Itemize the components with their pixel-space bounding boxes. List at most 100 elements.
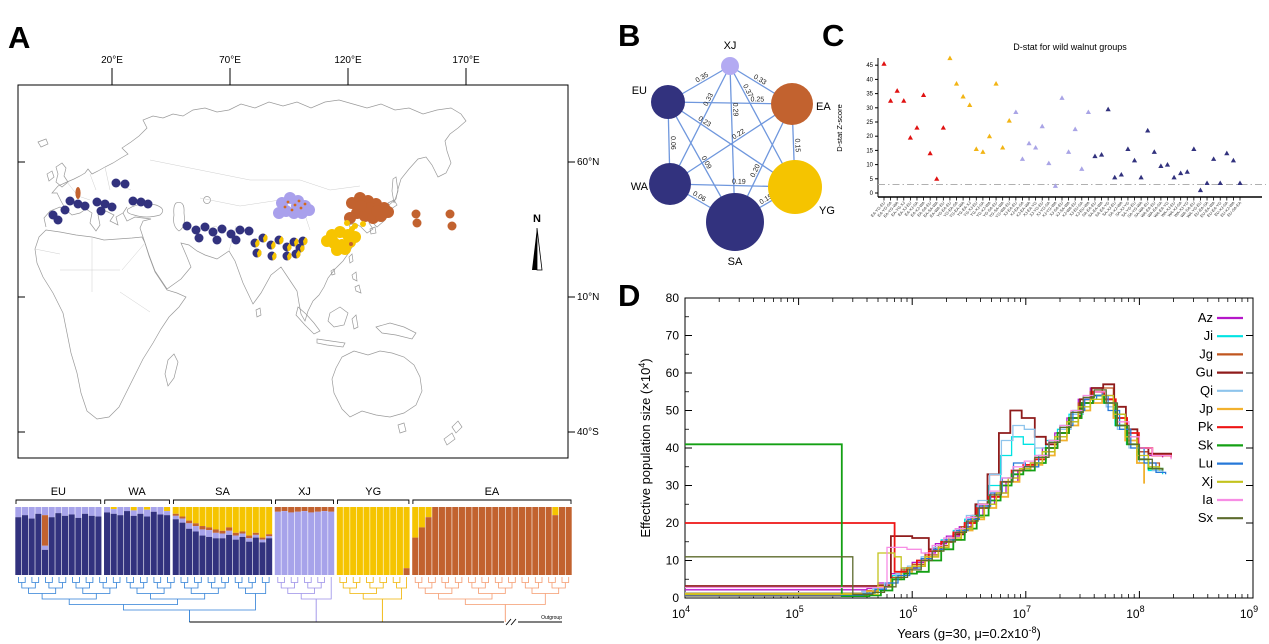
structure-bar-segment <box>226 530 233 535</box>
map-site <box>136 197 146 207</box>
tree-branch <box>150 593 206 600</box>
dstat-point <box>1019 156 1026 161</box>
structure-bar-segment <box>21 515 29 575</box>
map-site <box>447 221 457 231</box>
group-bracket <box>412 499 572 504</box>
country-border <box>121 242 146 271</box>
structure-bar-segment <box>130 510 137 516</box>
tree-branch <box>524 582 539 589</box>
coastline <box>327 306 349 328</box>
map-site <box>208 227 218 237</box>
tree-branch <box>45 577 53 583</box>
coastline <box>164 353 179 387</box>
structure-bar-segment <box>418 527 425 575</box>
branch-break-icon <box>510 618 517 626</box>
structure-bar-segment <box>212 532 219 539</box>
map-site <box>286 200 290 204</box>
panel-b-label: B <box>618 18 641 53</box>
tree-branch <box>72 577 80 583</box>
structure-bar-segment <box>21 507 29 516</box>
psmc-y-tick-label: 30 <box>666 479 680 493</box>
map-longitude-label: 120°E <box>334 55 362 66</box>
structure-bar-segment <box>308 507 315 513</box>
dstat-point <box>1065 149 1072 154</box>
structure-bar-segment <box>565 507 572 575</box>
structure-bar-segment <box>558 507 566 575</box>
map-frame <box>17 84 569 459</box>
dstat-point <box>1033 144 1039 150</box>
structure-bar-segment <box>130 515 137 575</box>
map-site <box>111 178 121 188</box>
dstat-point <box>1026 140 1032 146</box>
network-node-label: EA <box>816 101 831 113</box>
structure-bar-segment <box>172 513 179 516</box>
map-site-wedge <box>287 243 292 252</box>
structure-bar-segment <box>266 538 273 575</box>
structure-bar-segment <box>35 513 42 575</box>
structure-bar-segment <box>239 531 246 534</box>
tree-branch <box>207 577 216 583</box>
structure-bar-segment <box>82 513 89 575</box>
structure-bar-segment <box>172 519 179 575</box>
dstat-y-tick-label: 0 <box>870 191 874 197</box>
structure-bar-segment <box>88 515 95 575</box>
structure-bar-segment <box>294 511 301 575</box>
tree-branch <box>438 593 493 600</box>
tree-branch <box>339 577 347 583</box>
dstat-point <box>1191 146 1197 151</box>
dstat-point <box>1052 183 1059 188</box>
map-site <box>96 206 106 216</box>
map-site <box>349 231 361 243</box>
panel-c-label: C <box>822 18 845 53</box>
dstat-point <box>1013 109 1019 115</box>
structure-bar-segment <box>266 507 273 535</box>
country-border <box>119 291 151 313</box>
tree-branch <box>280 582 295 589</box>
dstat-point <box>1000 144 1006 150</box>
tree-branch <box>414 577 423 583</box>
dstat-point <box>920 92 927 98</box>
map-site <box>291 200 303 212</box>
country-border <box>89 173 97 191</box>
structure-bar-segment <box>232 535 239 540</box>
structure-bar-segment <box>192 507 199 524</box>
dstat-y-tick-label: 30 <box>866 106 873 112</box>
structure-bar-segment <box>288 507 295 513</box>
structure-bar-segment <box>55 513 62 575</box>
structure-bar-segment <box>144 509 151 517</box>
structure-bar-segment <box>130 507 137 511</box>
network-node-label: YG <box>819 205 835 217</box>
structure-bar-segment <box>48 507 55 518</box>
tree-branch <box>290 577 299 583</box>
dstat-point <box>960 93 966 99</box>
structure-bar-segment <box>75 517 82 575</box>
dstat-point <box>1204 180 1210 186</box>
group-bracket <box>337 499 410 504</box>
map-longitude-label: 70°E <box>219 55 241 66</box>
dstat-point <box>1237 180 1243 186</box>
map-site-wedge <box>303 237 308 246</box>
map-site <box>182 221 192 231</box>
dstat-point <box>894 88 900 93</box>
structure-bar-segment <box>425 517 432 575</box>
tree-branch <box>494 577 503 583</box>
structure-bar-segment <box>412 507 419 538</box>
tree-branch <box>454 577 463 583</box>
dstat-point <box>1217 180 1223 186</box>
structure-bar-segment <box>525 507 532 575</box>
map-site <box>371 205 383 217</box>
tree-branch <box>444 582 459 589</box>
coastline <box>46 170 55 182</box>
structure-bar-segment <box>281 511 288 575</box>
tree-branch <box>304 577 312 583</box>
tree-branch <box>418 582 433 589</box>
tree-branch <box>190 588 219 594</box>
structure-bar-segment <box>545 507 552 575</box>
group-bracket <box>15 499 102 504</box>
structure-bar-segment <box>259 542 266 575</box>
structure-bar-segment <box>219 507 226 531</box>
structure-bar-segment <box>252 537 259 575</box>
structure-bar-segment <box>110 507 117 510</box>
structure-bar-segment <box>370 507 377 575</box>
dstat-point <box>1046 160 1052 166</box>
